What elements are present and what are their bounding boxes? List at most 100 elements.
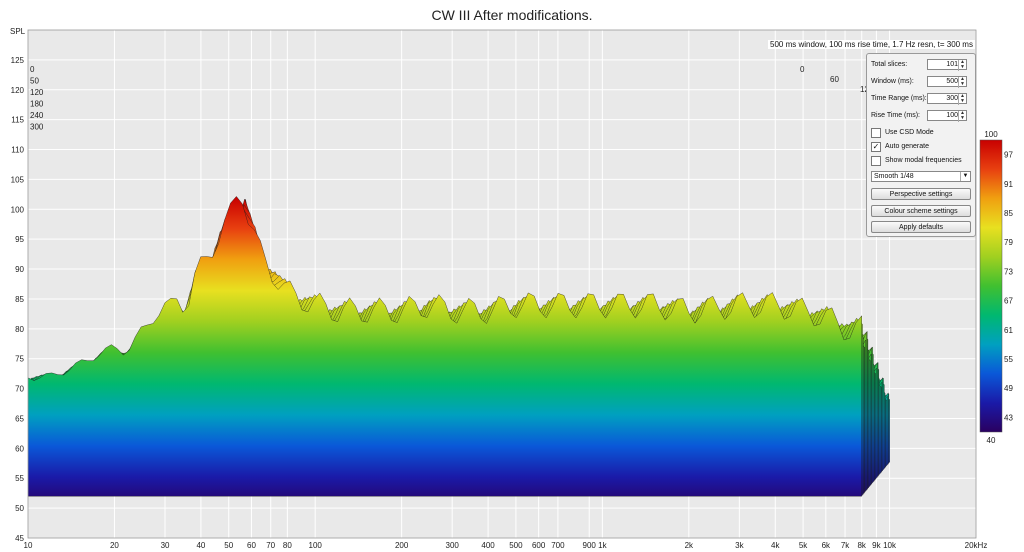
time-range-row: Time Range (ms): 300 ▲ ▼ [871,93,971,106]
legend-tick-label: 55 [1004,355,1013,364]
x-tick-label: 7k [841,541,850,550]
auto-generate-row[interactable]: ✓ Auto generate [871,141,971,154]
rise-time-row: Rise Time (ms): 100 ▲ ▼ [871,110,971,123]
x-tick-label: 4k [771,541,780,550]
show-modal-checkbox[interactable] [871,156,881,166]
chart-title: CW III After modifications. [431,7,593,23]
x-tick-label: 80 [283,541,292,550]
y-tick-label: 60 [15,444,24,453]
x-axis: 10 20 30 40 50 60 70 80 100 200 300 400 500 600 700 900… [24,541,988,550]
y-tick-label: 120 [11,86,25,95]
x-tick-label: 1k [598,541,607,550]
x-tick-label: 50 [224,541,233,550]
total-slices-spinner[interactable]: ▲ ▼ [958,60,966,71]
color-legend: 100 97 91 85 79 73 67 61 55 49 43 40 [979,130,1013,445]
y-tick-label: 110 [11,146,24,155]
x-tick-label: 8k [857,541,866,550]
y-axis-label: SPL [10,27,26,36]
legend-tick-label: 79 [1004,238,1013,247]
x-tick-label: 2k [685,541,694,550]
total-slices-input[interactable]: 101 ▲ ▼ [927,59,967,71]
y-tick-label: 90 [15,265,24,274]
time-label: 300 [30,123,44,132]
auto-generate-checkbox[interactable]: ✓ [871,142,881,152]
rise-time-spinner[interactable]: ▲ ▼ [958,111,966,122]
show-modal-row[interactable]: Show modal frequencies [871,155,971,168]
x-tick-label: 900 [583,541,597,550]
y-tick-label: 95 [15,235,24,244]
waterfall-surface [28,196,890,497]
y-tick-label: 115 [11,116,24,125]
x-tick-label: 300 [446,541,460,550]
legend-tick-label: 61 [1004,326,1013,335]
legend-tick-label: 67 [1004,297,1013,306]
time-label-right: 0 [800,65,805,74]
apply-defaults-button[interactable]: Apply defaults [871,221,971,233]
y-tick-label: 125 [11,56,25,65]
total-slices-label: Total slices: [871,61,908,68]
settings-panel: Total slices: 101 ▲ ▼ Window (ms): 500 ▲ ▼ T… [866,53,976,237]
y-tick-label: 80 [15,325,24,334]
time-range-input[interactable]: 300 ▲ ▼ [927,93,967,105]
colour-scheme-settings-button[interactable]: Colour scheme settings [871,205,971,217]
y-tick-label: 85 [15,295,24,304]
total-slices-row: Total slices: 101 ▲ ▼ [871,59,971,72]
time-label: 50 [30,77,39,86]
x-tick-label: 200 [395,541,409,550]
legend-tick-label: 85 [1004,209,1013,218]
rise-time-input[interactable]: 100 ▲ ▼ [927,110,967,122]
plot-frame [27,29,977,539]
x-tick-label: 10 [24,541,33,550]
show-modal-label: Show modal frequencies [885,157,962,164]
perspective-settings-button[interactable]: Perspective settings [871,188,971,200]
use-csd-checkbox[interactable] [871,128,881,138]
smoothing-select[interactable]: Smooth 1/48 ▼ [871,171,971,182]
window-input[interactable]: 500 ▲ ▼ [927,76,967,88]
analysis-info: 500 ms window, 100 ms rise time, 1.7 Hz … [768,40,975,49]
use-csd-row[interactable]: Use CSD Mode [871,127,971,140]
rise-time-label: Rise Time (ms): [871,112,920,119]
legend-tick-label: 73 [1004,267,1013,276]
x-tick-label: 20kHz [965,541,988,550]
x-tick-label: 400 [481,541,495,550]
x-tick-label: 500 [509,541,523,550]
legend-tick-label: 91 [1004,180,1013,189]
x-tick-label: 9k [872,541,881,550]
use-csd-label: Use CSD Mode [885,129,934,136]
legend-tick-label: 49 [1004,384,1013,393]
x-tick-label: 10k [883,541,897,550]
time-range-label: Time Range (ms): [871,95,927,102]
time-range-spinner[interactable]: ▲ ▼ [958,94,966,105]
window-spinner[interactable]: ▲ ▼ [958,77,966,88]
y-tick-label: 50 [15,504,24,513]
chevron-down-icon[interactable]: ▼ [960,172,970,181]
legend-tick-label: 43 [1004,413,1013,422]
x-tick-label: 5k [799,541,808,550]
x-tick-label: 30 [161,541,170,550]
y-tick-label: 75 [15,355,24,364]
x-tick-label: 20 [110,541,119,550]
x-tick-label: 100 [309,541,323,550]
y-tick-label: 65 [15,414,24,423]
y-tick-label: 100 [11,205,25,214]
time-label-right: 60 [830,75,839,84]
window-row: Window (ms): 500 ▲ ▼ [871,76,971,89]
x-tick-label: 700 [551,541,565,550]
window-label: Window (ms): [871,78,914,85]
y-tick-label: 105 [11,175,25,184]
y-tick-label: 70 [15,385,24,394]
x-tick-label: 6k [822,541,831,550]
time-label: 180 [30,100,44,109]
waterfall-slice [28,196,862,497]
y-tick-label: 45 [15,534,24,543]
time-label: 240 [30,111,44,120]
legend-tick-label: 97 [1004,151,1013,160]
legend-color-bar [979,139,1003,433]
x-tick-label: 40 [196,541,205,550]
legend-tick-label: 100 [984,130,998,139]
x-tick-label: 60 [247,541,256,550]
x-tick-label: 70 [266,541,275,550]
x-tick-label: 600 [532,541,546,550]
time-label: 120 [30,88,44,97]
